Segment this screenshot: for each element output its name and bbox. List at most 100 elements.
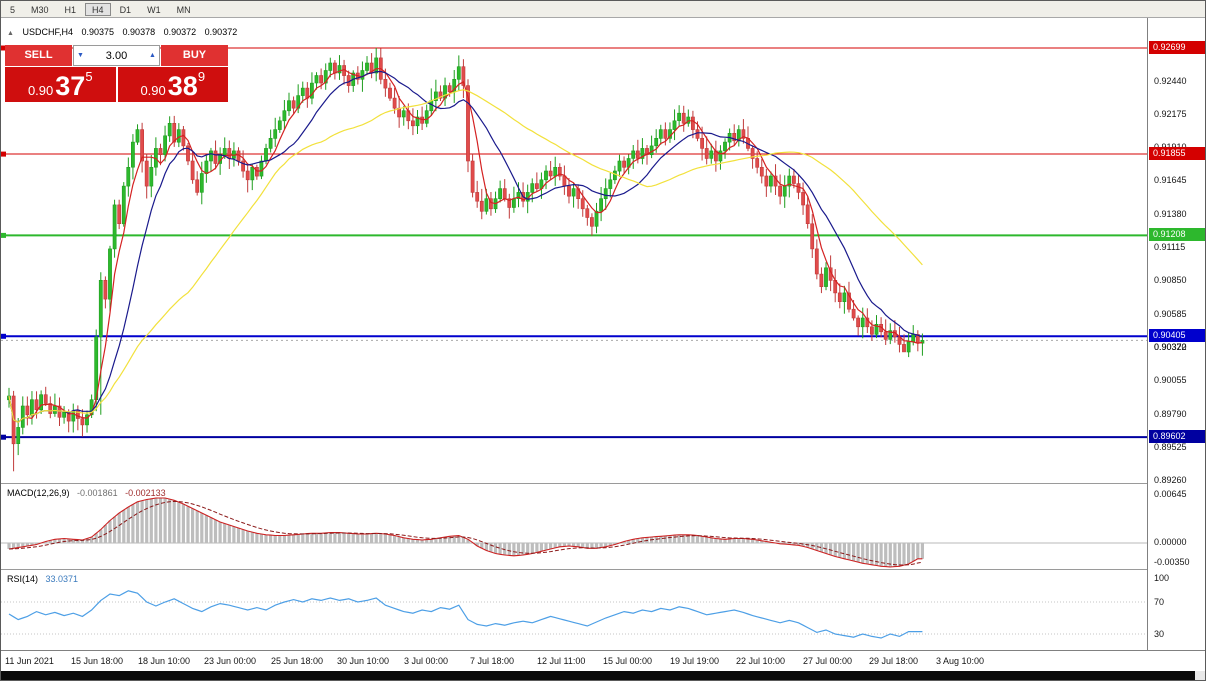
macd-histogram-bar xyxy=(76,539,80,543)
candle-body xyxy=(374,57,379,74)
collapse-chart-icon[interactable]: ▲ xyxy=(7,30,14,37)
macd-histogram-bar xyxy=(879,543,883,567)
ohlc-close: 0.90372 xyxy=(204,27,238,37)
timeframe-button-m30[interactable]: M30 xyxy=(31,4,49,15)
macd-histogram-bar xyxy=(57,538,62,543)
macd-histogram-bar xyxy=(815,543,819,551)
candle-body xyxy=(856,317,861,328)
macd-histogram-bar xyxy=(503,543,507,555)
time-axis-label: 15 Jul 00:00 xyxy=(603,656,653,666)
candle-body xyxy=(787,175,792,187)
lot-decrease-icon[interactable]: ▼ xyxy=(77,52,84,59)
macd-histogram-bar xyxy=(195,510,199,544)
candle-body xyxy=(635,150,640,159)
candle-body xyxy=(778,185,783,197)
candle-body xyxy=(589,217,594,227)
macd-histogram-bar xyxy=(861,543,865,564)
price-tick-label: 0.92440 xyxy=(1154,75,1187,86)
time-axis-label: 30 Jun 10:00 xyxy=(337,656,390,666)
candle-body xyxy=(98,279,103,338)
candle-body xyxy=(20,405,25,428)
candlestick-chart[interactable] xyxy=(1,18,1147,483)
buy-price-pips: 38 xyxy=(167,71,198,101)
timeframe-button-5[interactable]: 5 xyxy=(10,4,16,15)
candle-body xyxy=(176,129,181,143)
macd-histogram-bar xyxy=(640,537,644,544)
candle-body xyxy=(516,192,521,199)
buy-button[interactable]: BUY xyxy=(161,45,228,66)
price-tick-label: 0.90585 xyxy=(1154,308,1187,319)
macd-histogram xyxy=(7,498,924,567)
candle-body xyxy=(461,66,466,86)
candle-body xyxy=(920,340,925,344)
candle-body xyxy=(466,85,470,162)
macd-histogram-bar xyxy=(154,498,158,543)
sell-price-display[interactable]: 0.90 37 5 xyxy=(5,67,116,102)
lot-size-field[interactable]: ▼ 3.00 ▲ xyxy=(73,45,160,66)
candle-body xyxy=(241,160,246,172)
candle-body xyxy=(911,334,916,343)
candle-body xyxy=(126,167,131,187)
macd-histogram-bar xyxy=(686,534,690,544)
panel-divider[interactable] xyxy=(1,483,1205,484)
candle-body xyxy=(43,394,48,404)
candle-body xyxy=(837,292,842,302)
timeframe-button-h4[interactable]: H4 xyxy=(85,2,111,16)
candle-body xyxy=(567,185,571,197)
candle-body xyxy=(255,167,259,177)
macd-header: MACD(12,26,9) -0.001861 -0.002133 xyxy=(7,488,166,498)
macd-histogram-bar xyxy=(792,543,796,545)
candle-body xyxy=(594,210,599,227)
price-tick-label: 0.91115 xyxy=(1154,242,1186,253)
lot-size-value[interactable]: 3.00 xyxy=(105,49,128,62)
candle-body xyxy=(80,418,85,426)
candle-body xyxy=(631,150,636,159)
timeframe-button-h1[interactable]: H1 xyxy=(64,4,77,15)
macd-histogram-bar xyxy=(135,501,140,544)
price-tick-label: 0.90850 xyxy=(1154,275,1187,286)
candle-body xyxy=(52,405,57,414)
panel-divider[interactable] xyxy=(1,569,1205,570)
buy-price-display[interactable]: 0.90 38 9 xyxy=(117,67,228,102)
lot-increase-icon[interactable]: ▲ xyxy=(149,52,156,59)
macd-histogram-bar xyxy=(599,543,603,548)
candle-body xyxy=(502,188,507,200)
macd-histogram-bar xyxy=(53,539,57,544)
candle-body xyxy=(847,292,851,310)
time-axis-label: 23 Jun 00:00 xyxy=(204,656,257,666)
price-tick-label: 0.92175 xyxy=(1154,108,1187,119)
macd-histogram-bar xyxy=(172,500,176,544)
macd-histogram-bar xyxy=(475,543,479,546)
rsi-indicator-panel[interactable] xyxy=(1,571,1147,650)
macd-histogram-bar xyxy=(865,543,869,564)
candle-body xyxy=(167,123,172,137)
macd-histogram-bar xyxy=(746,538,750,543)
macd-histogram-bar xyxy=(255,533,259,544)
candle-body xyxy=(158,148,163,155)
candle-body xyxy=(874,323,879,335)
macd-indicator-panel[interactable] xyxy=(1,485,1147,569)
macd-histogram-bar xyxy=(85,538,89,543)
timeframe-button-d1[interactable]: D1 xyxy=(119,4,132,15)
sell-button[interactable]: SELL xyxy=(5,45,72,66)
candle-body xyxy=(470,160,475,193)
candle-body xyxy=(131,141,135,168)
macd-histogram-bar xyxy=(337,532,342,543)
macd-histogram-bar xyxy=(530,543,534,554)
timeframe-button-mn[interactable]: MN xyxy=(176,4,191,15)
candle-body xyxy=(709,150,714,159)
macd-histogram-bar xyxy=(824,543,828,554)
macd-value: -0.001861 xyxy=(77,488,118,498)
candle-body xyxy=(599,198,604,212)
macd-histogram-bar xyxy=(590,543,594,549)
candle-body xyxy=(677,112,682,121)
macd-histogram-bar xyxy=(562,543,566,547)
price-level-badge: 0.92699 xyxy=(1149,41,1205,54)
macd-histogram-bar xyxy=(493,543,498,554)
candle-body xyxy=(245,170,250,181)
macd-histogram-bar xyxy=(705,537,709,543)
timeframe-button-w1[interactable]: W1 xyxy=(147,4,161,15)
macd-histogram-bar xyxy=(296,534,300,543)
candle-body xyxy=(186,145,190,162)
